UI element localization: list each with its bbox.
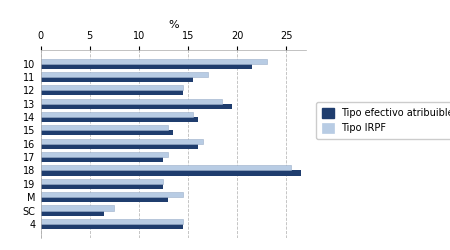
Bar (40, 179, 163, 184)
Bar (40, 98, 222, 104)
X-axis label: %: % (168, 20, 179, 30)
Bar (40, 166, 291, 170)
Bar (40, 77, 193, 82)
Bar (40, 117, 198, 122)
Bar (40, 104, 232, 109)
Bar (40, 197, 168, 202)
Legend: Tipo efectivo atribuible, Tipo IRPF: Tipo efectivo atribuible, Tipo IRPF (316, 102, 450, 139)
Bar (40, 125, 168, 130)
Bar (40, 90, 183, 96)
Bar (40, 192, 183, 197)
Bar (40, 157, 163, 162)
Bar (40, 170, 301, 175)
Bar (40, 219, 183, 224)
Bar (40, 184, 163, 189)
Bar (40, 130, 173, 136)
Bar (40, 224, 183, 229)
Bar (40, 144, 198, 149)
Bar (40, 139, 203, 144)
Bar (40, 112, 193, 117)
Bar (40, 58, 267, 64)
Bar (40, 85, 183, 90)
Bar (40, 72, 207, 77)
Bar (40, 152, 168, 157)
Bar (40, 210, 104, 216)
Bar (40, 64, 252, 69)
Bar (40, 206, 114, 210)
